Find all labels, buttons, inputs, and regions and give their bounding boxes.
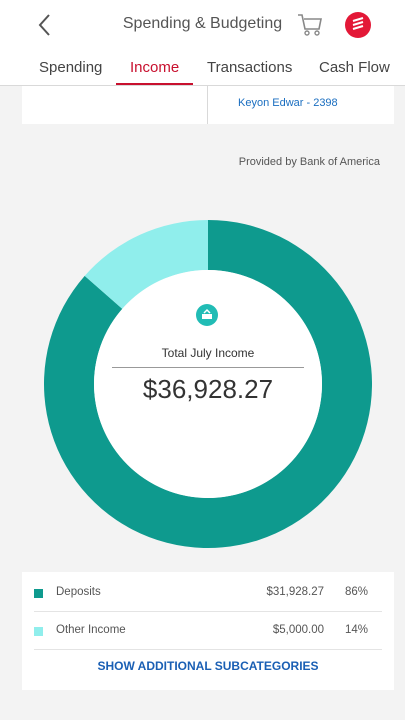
legend-amount: $31,928.27 bbox=[266, 586, 324, 598]
show-subcategories-button[interactable]: SHOW ADDITIONAL SUBCATEGORIES bbox=[97, 659, 319, 673]
chevron-left-icon[interactable] bbox=[34, 12, 56, 38]
legend-amount: $5,000.00 bbox=[272, 624, 324, 636]
income-legend: Deposits $31,928.27 86% Other Income $5,… bbox=[22, 572, 394, 690]
cart-icon[interactable] bbox=[296, 12, 324, 38]
legend-percent: 86% bbox=[344, 586, 368, 598]
donut-slice-deposits bbox=[44, 220, 372, 548]
income-icon bbox=[196, 304, 218, 326]
total-divider bbox=[112, 367, 304, 368]
legend-row-other-income[interactable]: Other Income $5,000.00 14% bbox=[34, 612, 382, 650]
legend-label: Other Income bbox=[56, 624, 126, 636]
donut-slice-other-income bbox=[84, 220, 208, 309]
account-divider bbox=[207, 86, 208, 124]
tab-bar: Spending Income Transactions Cash Flow bbox=[0, 50, 405, 86]
top-bar: Spending & Budgeting bbox=[0, 0, 405, 50]
legend-label: Deposits bbox=[56, 586, 101, 598]
tab-income[interactable]: Income bbox=[130, 59, 180, 76]
other-income-swatch bbox=[34, 627, 43, 636]
tab-spending[interactable]: Spending bbox=[39, 59, 103, 76]
page-title: Spending & Budgeting bbox=[122, 15, 283, 32]
deposits-swatch bbox=[34, 589, 43, 598]
active-tab-indicator bbox=[116, 83, 193, 85]
income-chart-card: Provided by Bank of America Total July I… bbox=[22, 124, 394, 572]
total-income-value: $36,928.27 bbox=[142, 374, 274, 404]
legend-percent: 14% bbox=[344, 624, 368, 636]
legend-row-deposits[interactable]: Deposits $31,928.27 86% bbox=[34, 574, 382, 612]
total-income-label: Total July Income bbox=[161, 346, 255, 360]
income-donut-chart bbox=[44, 220, 372, 548]
tab-transactions[interactable]: Transactions bbox=[207, 59, 293, 76]
donut-hole bbox=[94, 270, 322, 498]
bank-logo-icon[interactable] bbox=[345, 12, 371, 38]
account-bar: Keyon Edwar - 2398 bbox=[22, 86, 394, 124]
account-selector[interactable]: Keyon Edwar - 2398 bbox=[238, 97, 338, 109]
tab-cash-flow[interactable]: Cash Flow bbox=[319, 59, 390, 76]
provider-note: Provided by Bank of America bbox=[238, 156, 380, 168]
